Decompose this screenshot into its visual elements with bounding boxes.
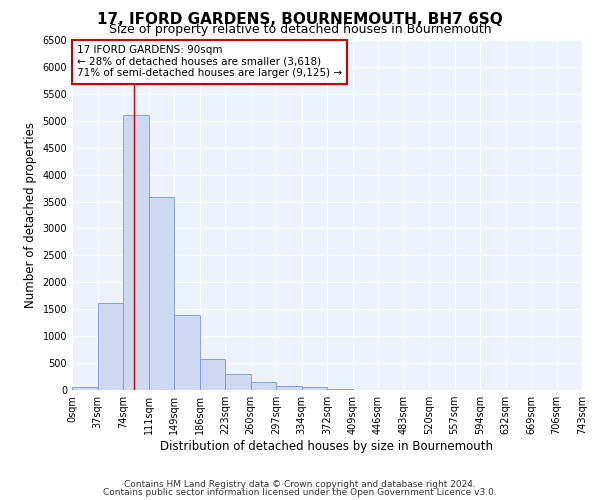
X-axis label: Distribution of detached houses by size in Bournemouth: Distribution of detached houses by size … <box>161 440 493 453</box>
Text: Contains public sector information licensed under the Open Government Licence v3: Contains public sector information licen… <box>103 488 497 497</box>
Bar <box>72 388 97 390</box>
Bar <box>302 388 327 390</box>
Y-axis label: Number of detached properties: Number of detached properties <box>24 122 37 308</box>
Bar <box>174 314 199 390</box>
Text: 17 IFORD GARDENS: 90sqm
← 28% of detached houses are smaller (3,618)
71% of semi: 17 IFORD GARDENS: 90sqm ← 28% of detache… <box>77 46 342 78</box>
Bar <box>276 386 302 390</box>
Text: 17, IFORD GARDENS, BOURNEMOUTH, BH7 6SQ: 17, IFORD GARDENS, BOURNEMOUTH, BH7 6SQ <box>97 12 503 28</box>
Bar <box>97 303 123 390</box>
Bar <box>251 382 276 390</box>
Text: Contains HM Land Registry data © Crown copyright and database right 2024.: Contains HM Land Registry data © Crown c… <box>124 480 476 489</box>
Text: Size of property relative to detached houses in Bournemouth: Size of property relative to detached ho… <box>109 22 491 36</box>
Bar <box>123 116 149 390</box>
Bar <box>225 374 251 390</box>
Bar <box>199 359 225 390</box>
Bar <box>149 197 174 390</box>
